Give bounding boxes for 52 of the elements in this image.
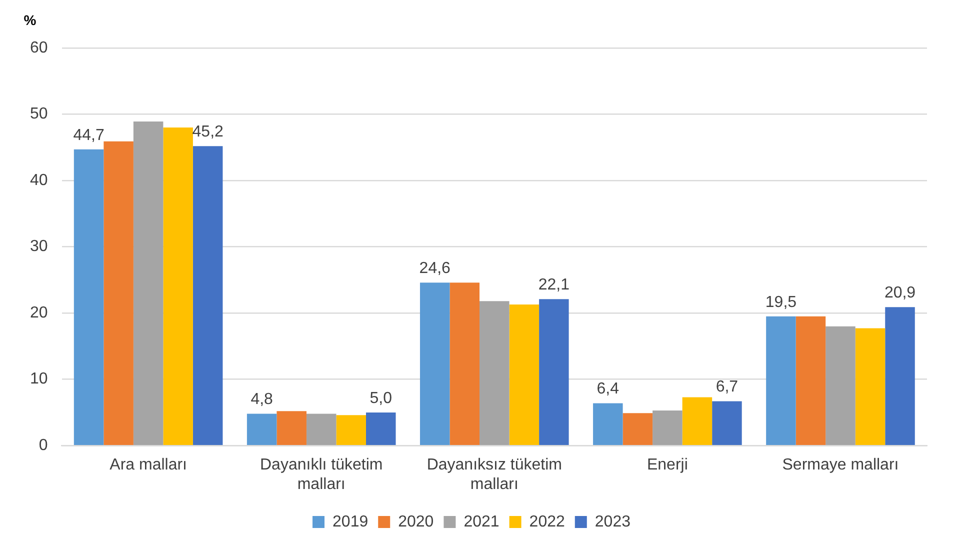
legend-label: 2022	[529, 513, 565, 530]
data-label: 5,0	[370, 390, 392, 407]
data-label: 4,8	[250, 391, 274, 408]
data-label: 6,7	[716, 378, 738, 396]
y-tick-label: 0	[38, 437, 48, 454]
data-label: 6,4	[596, 380, 620, 398]
y-tick-label: 60	[30, 39, 48, 56]
bar	[366, 412, 396, 445]
bar	[246, 414, 277, 445]
bar	[163, 128, 193, 445]
data-label: 44,7	[73, 126, 104, 144]
bar	[192, 146, 223, 445]
bar	[509, 304, 540, 445]
legend-label: 2021	[464, 513, 500, 530]
legend-label: 2019	[332, 513, 368, 530]
data-label: 19,5	[765, 294, 797, 311]
bar	[74, 149, 104, 445]
y-tick-label: 50	[30, 106, 48, 123]
bar	[826, 326, 856, 445]
bar	[652, 410, 682, 445]
bar	[480, 301, 510, 445]
y-tick-label: 20	[30, 304, 48, 322]
bar	[336, 415, 366, 445]
bar	[276, 411, 306, 445]
bar	[104, 141, 134, 445]
bar	[306, 414, 336, 445]
bar	[682, 397, 712, 445]
data-label: 20,9	[884, 284, 916, 302]
bar	[450, 282, 480, 445]
bar	[420, 282, 450, 445]
x-tick-label: Ara malları	[110, 456, 187, 474]
bar	[855, 328, 886, 445]
data-label: 24,6	[419, 260, 451, 277]
legend-label: 2023	[594, 513, 631, 530]
x-tick-label: Enerji	[646, 456, 688, 474]
x-tick-label: Sermaye malları	[782, 456, 899, 474]
y-tick-label: 30	[30, 238, 48, 256]
legend-label: 2020	[398, 513, 434, 530]
bar	[766, 316, 796, 445]
x-tick-label: Dayanıksız tüketim malları	[426, 456, 562, 493]
bar	[712, 401, 742, 445]
bar	[133, 122, 164, 445]
bar	[622, 413, 653, 445]
x-tick-label: Dayanıklı tüketim malları	[260, 456, 383, 493]
bar	[885, 307, 915, 445]
data-label: 22,1	[538, 276, 570, 294]
y-tick-label: 10	[30, 370, 48, 388]
bar	[539, 299, 569, 445]
bar	[593, 403, 623, 445]
y-axis-title: %	[24, 12, 37, 28]
bar	[796, 316, 826, 445]
y-tick-label: 40	[30, 172, 48, 189]
